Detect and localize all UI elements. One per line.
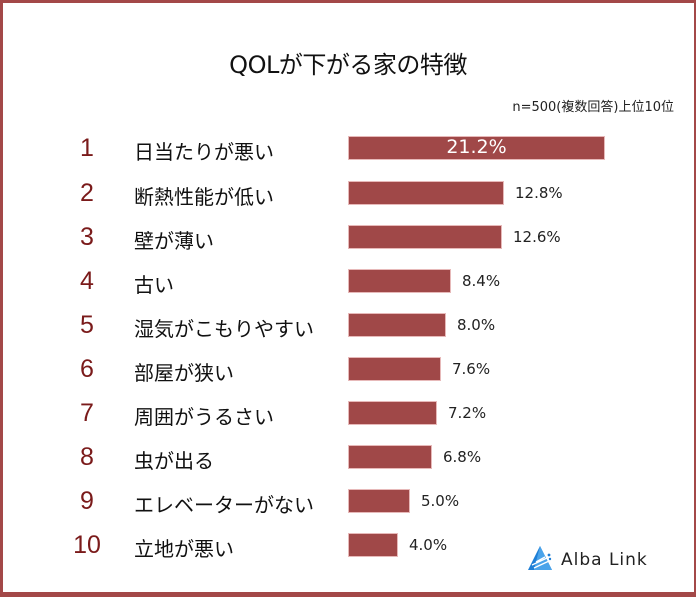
- rank-number: 2: [80, 179, 94, 207]
- alba-link-logo: Alba Link: [527, 545, 648, 575]
- bar-row: 2 断熱性能が低い 12.8%: [0, 175, 696, 219]
- bar-value: 12.8%: [515, 184, 563, 202]
- bar: [349, 182, 503, 204]
- bar-row: 5 湿気がこもりやすい 8.0%: [0, 307, 696, 351]
- chart-title: QOLが下がる家の特徴: [229, 51, 467, 79]
- item-label: 部屋が狭い: [134, 361, 234, 385]
- rank-number: 6: [80, 355, 94, 383]
- item-label: 断熱性能が低い: [134, 185, 274, 209]
- item-label: 湿気がこもりやすい: [134, 317, 314, 341]
- item-label: 古い: [134, 273, 174, 297]
- bar-row: 3 壁が薄い 12.6%: [0, 219, 696, 263]
- logo-text: Alba Link: [561, 550, 648, 570]
- item-label: 立地が悪い: [134, 537, 234, 561]
- rank-number: 5: [80, 311, 94, 339]
- rank-number: 9: [80, 487, 94, 515]
- bar-value: 21.2%: [446, 136, 507, 158]
- bar-row: 7 周囲がうるさい 7.2%: [0, 395, 696, 439]
- bar: [349, 314, 445, 336]
- bar-value: 6.8%: [443, 448, 482, 466]
- item-label: 壁が薄い: [134, 229, 214, 253]
- item-label: 虫が出る: [134, 449, 214, 473]
- bar-value: 8.4%: [462, 272, 501, 290]
- item-label: 日当たりが悪い: [134, 140, 274, 164]
- bar-row: 10 立地が悪い 4.0%: [0, 527, 696, 571]
- bar: [349, 358, 440, 380]
- bar-value: 7.6%: [452, 360, 491, 378]
- rank-number: 7: [80, 399, 94, 427]
- bar: [349, 226, 501, 248]
- rank-number: 10: [73, 531, 101, 559]
- bar-value: 7.2%: [448, 404, 487, 422]
- bar: [349, 137, 604, 159]
- bar-row: 8 虫が出る 6.8%: [0, 439, 696, 483]
- bar-row: 1 日当たりが悪い 21.2%: [0, 130, 696, 174]
- bar-value: 8.0%: [457, 316, 496, 334]
- bar: [349, 534, 397, 556]
- chart-subtitle: n=500(複数回答)上位10位: [512, 100, 674, 115]
- rank-number: 1: [80, 134, 94, 162]
- bar-value: 12.6%: [513, 228, 561, 246]
- bar-value: 4.0%: [409, 536, 448, 554]
- bar-row: 4 古い 8.4%: [0, 263, 696, 307]
- bar-row: 9 エレベーターがない 5.0%: [0, 483, 696, 527]
- bar: [349, 270, 450, 292]
- bar-row: 6 部屋が狭い 7.6%: [0, 351, 696, 395]
- bar: [349, 402, 436, 424]
- bar: [349, 490, 409, 512]
- rank-number: 3: [80, 223, 94, 251]
- rank-number: 4: [80, 267, 94, 295]
- bar: [349, 446, 431, 468]
- alba-link-triangle-icon: [527, 545, 553, 575]
- item-label: 周囲がうるさい: [134, 405, 274, 429]
- bar-value: 5.0%: [421, 492, 460, 510]
- rank-number: 8: [80, 443, 94, 471]
- item-label: エレベーターがない: [134, 493, 314, 517]
